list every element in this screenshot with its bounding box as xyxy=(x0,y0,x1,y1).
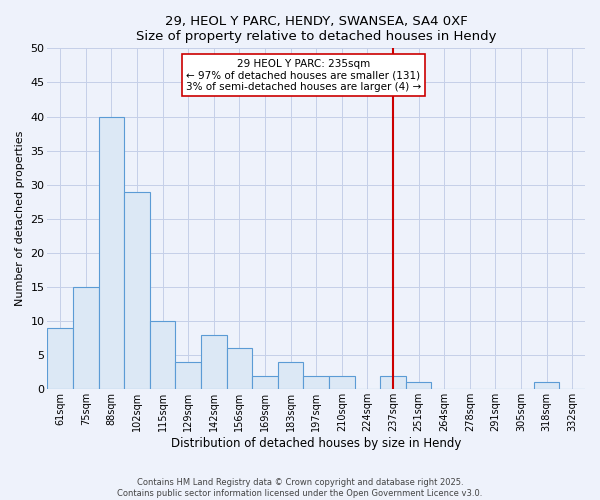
Y-axis label: Number of detached properties: Number of detached properties xyxy=(15,131,25,306)
Bar xyxy=(124,192,150,390)
Bar xyxy=(150,321,175,390)
Bar xyxy=(73,287,98,390)
Bar xyxy=(47,328,73,390)
Bar xyxy=(227,348,252,390)
Text: 29 HEOL Y PARC: 235sqm
← 97% of detached houses are smaller (131)
3% of semi-det: 29 HEOL Y PARC: 235sqm ← 97% of detached… xyxy=(186,58,421,92)
Bar xyxy=(304,376,329,390)
Bar xyxy=(380,376,406,390)
Bar xyxy=(406,382,431,390)
Bar xyxy=(534,382,559,390)
Bar xyxy=(201,334,227,390)
Title: 29, HEOL Y PARC, HENDY, SWANSEA, SA4 0XF
Size of property relative to detached h: 29, HEOL Y PARC, HENDY, SWANSEA, SA4 0XF… xyxy=(136,15,496,43)
Bar xyxy=(98,116,124,390)
Bar xyxy=(278,362,304,390)
Bar xyxy=(175,362,201,390)
Bar xyxy=(329,376,355,390)
Text: Contains HM Land Registry data © Crown copyright and database right 2025.
Contai: Contains HM Land Registry data © Crown c… xyxy=(118,478,482,498)
X-axis label: Distribution of detached houses by size in Hendy: Distribution of detached houses by size … xyxy=(171,437,461,450)
Bar xyxy=(252,376,278,390)
